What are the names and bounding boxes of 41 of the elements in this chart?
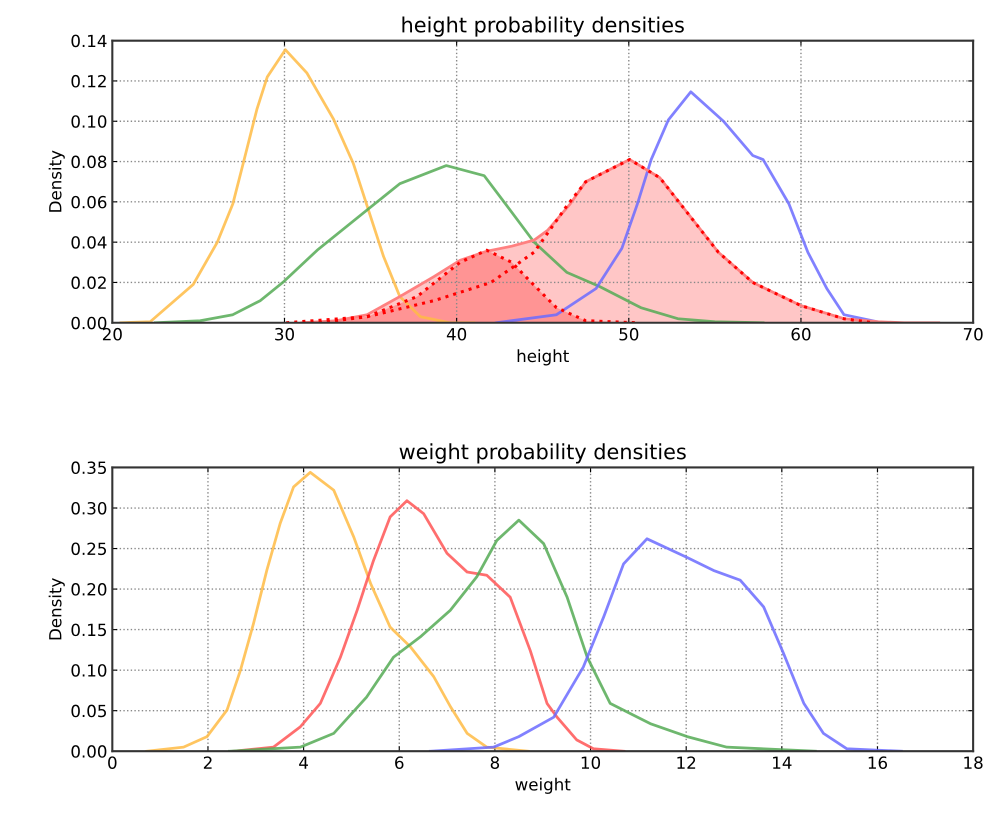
x-tick-label: 50: [619, 328, 638, 341]
x-tick-label: 16: [868, 756, 888, 769]
x-tick-label: 8: [490, 756, 500, 769]
x-tick-label: 20: [102, 328, 122, 341]
y-tick-label: 0.00: [71, 316, 106, 330]
y-axis-title: Density: [48, 150, 65, 212]
y-tick-label: 0.05: [71, 704, 106, 718]
y-tick-label: 0.35: [71, 461, 106, 474]
y-tick-label: 0.08: [71, 156, 106, 168]
line-series: [145, 470, 530, 752]
x-axis-title: height: [518, 349, 569, 366]
x-tick-label: 12: [677, 756, 696, 769]
y-tick-label: 0.10: [71, 664, 106, 677]
y-tick-label: 0.12: [71, 74, 106, 88]
x-tick-label: 70: [964, 328, 983, 341]
x-tick-label: 2: [204, 756, 212, 769]
line-series: [428, 537, 903, 752]
x-tick-label: 6: [395, 756, 404, 769]
y-tick-label: 0.02: [71, 276, 106, 290]
chart-title: height probability densities: [402, 16, 684, 37]
x-tick-label: 60: [792, 328, 810, 341]
y-tick-label: 0.10: [71, 115, 106, 128]
x-tick-label: 18: [964, 756, 983, 769]
x-tick-label: 14: [773, 756, 792, 769]
x-axis-title: weight: [515, 778, 570, 794]
x-tick-label: 30: [275, 328, 294, 341]
y-tick-label: 0.25: [71, 542, 106, 556]
y-axis-title: Density: [48, 578, 65, 640]
y-tick-label: 0.06: [71, 196, 106, 208]
y-tick-label: 0.14: [71, 34, 107, 48]
x-tick-label: 40: [446, 328, 466, 341]
y-tick-label: 0.30: [71, 502, 106, 515]
x-tick-label: 10: [582, 756, 600, 769]
y-tick-label: 0.20: [71, 583, 106, 596]
x-tick-label: 4: [299, 756, 308, 769]
y-tick-label: 0.00: [71, 745, 106, 758]
x-tick-label: 0: [108, 756, 117, 769]
y-tick-label: 0.04: [71, 236, 107, 249]
chart-title: weight probability densities: [400, 443, 686, 464]
y-tick-label: 0.15: [71, 624, 106, 636]
line-series: [228, 518, 817, 752]
